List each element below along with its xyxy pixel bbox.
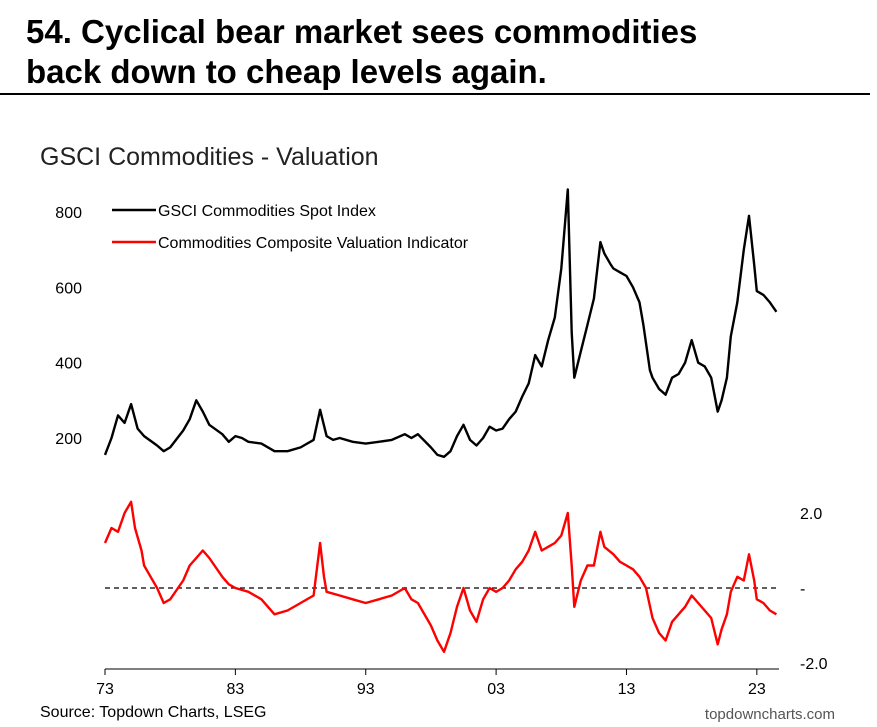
legend-label-valuation-indicator: Commodities Composite Valuation Indicato… — [158, 235, 469, 252]
y-tick-label-bottom: - — [800, 581, 805, 598]
x-tick-label: 93 — [357, 681, 375, 698]
y-tick-label-bottom: 2.0 — [800, 506, 822, 523]
valuation-indicator-series-line — [103, 500, 778, 653]
y-tick-label-top: 200 — [55, 431, 82, 448]
y-axis-top: 200 400 600 800 — [55, 205, 82, 448]
source-note: Source: Topdown Charts, LSEG — [40, 704, 267, 721]
y-axis-bottom: 2.0 - -2.0 — [800, 506, 828, 673]
x-tick-label: 23 — [748, 681, 766, 698]
y-tick-label-bottom: -2.0 — [800, 656, 828, 673]
x-tick-label: 13 — [618, 681, 636, 698]
spot-index-series-line — [103, 188, 778, 458]
x-tick-label: 03 — [487, 681, 505, 698]
y-tick-label-top: 400 — [55, 356, 82, 373]
legend-label-spot-index: GSCI Commodities Spot Index — [158, 203, 376, 220]
y-tick-label-top: 800 — [55, 205, 82, 222]
chart-title: GSCI Commodities - Valuation — [40, 143, 379, 171]
legend: GSCI Commodities Spot Index Commodities … — [112, 203, 469, 252]
x-tick-label: 83 — [226, 681, 244, 698]
watermark: topdowncharts.com — [704, 706, 835, 723]
x-axis: 73 83 93 03 13 23 — [96, 668, 779, 698]
headline: 54. Cyclical bear market sees commoditie… — [26, 12, 866, 92]
headline-line-1: 54. Cyclical bear market sees commoditie… — [26, 13, 698, 50]
y-tick-label-top: 600 — [55, 280, 82, 297]
headline-divider — [0, 93, 870, 95]
headline-line-2: back down to cheap levels again. — [26, 53, 547, 90]
x-tick-label: 73 — [96, 681, 114, 698]
